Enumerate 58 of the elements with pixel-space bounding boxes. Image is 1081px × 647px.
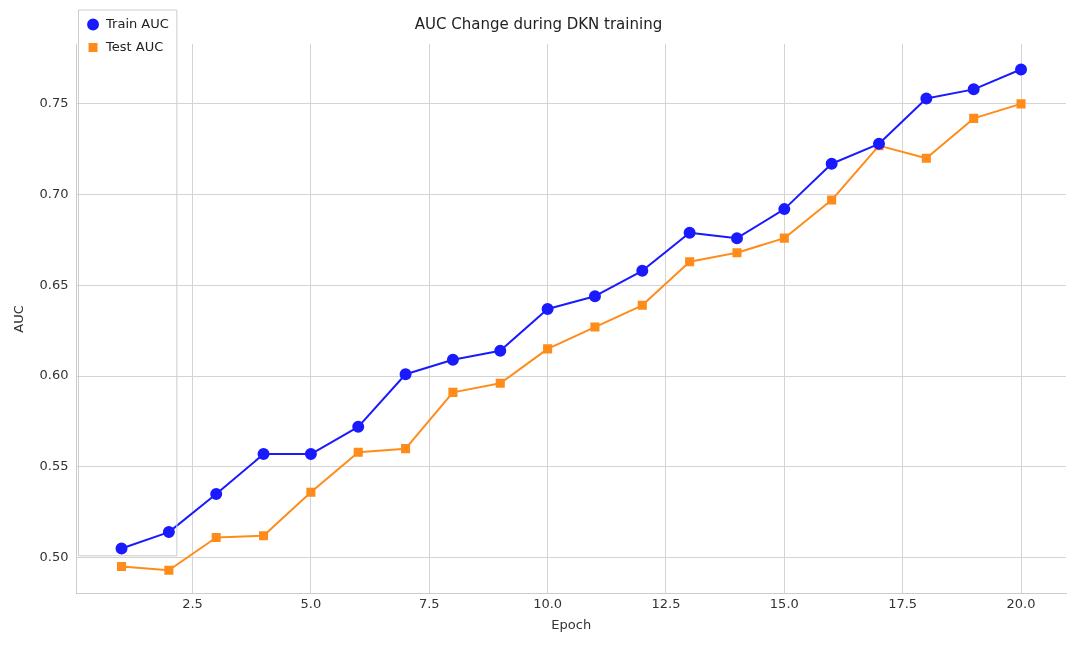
x-tick-label: 10.0 [533, 595, 563, 611]
point [920, 92, 933, 105]
legend-label: Train AUC [105, 15, 169, 31]
x-tick-label: 5.0 [300, 595, 322, 611]
x-tick-label: 7.5 [418, 595, 440, 611]
point [685, 257, 695, 267]
point [259, 531, 269, 541]
point [353, 447, 363, 457]
point [827, 195, 837, 205]
point [543, 344, 553, 354]
point [164, 565, 174, 575]
point [352, 420, 365, 433]
point [588, 290, 601, 303]
point [683, 226, 696, 239]
point [873, 137, 885, 150]
point [306, 487, 316, 497]
point [448, 387, 458, 397]
y-axis-title: AUC [11, 305, 27, 333]
point [210, 488, 223, 500]
point [778, 203, 791, 216]
point [401, 444, 411, 454]
point [921, 153, 931, 163]
point [1015, 63, 1028, 76]
point [304, 448, 317, 461]
point [211, 533, 221, 543]
y-tick-label: 0.55 [39, 458, 69, 474]
point [115, 542, 128, 555]
y-tick-label: 0.70 [39, 185, 69, 201]
x-tick-label: 2.5 [182, 595, 203, 611]
y-tick-label: 0.75 [39, 95, 69, 111]
point [969, 113, 979, 123]
point [257, 448, 270, 461]
x-tick-label: 12.5 [651, 595, 681, 611]
chart-title: AUC Change during DKN training [414, 14, 663, 33]
y-tick-label: 0.60 [39, 367, 69, 383]
x-axis-title: Epoch [551, 616, 592, 632]
point [399, 368, 412, 381]
point [779, 233, 789, 243]
point [495, 378, 505, 388]
x-tick-label: 15.0 [769, 595, 799, 611]
point [636, 264, 649, 277]
point [730, 232, 743, 245]
point [116, 562, 127, 572]
point [825, 157, 838, 170]
point [162, 526, 175, 539]
point [637, 300, 647, 310]
point [732, 248, 742, 258]
y-tick-label: 0.50 [39, 548, 69, 564]
point [590, 322, 600, 332]
point [1016, 99, 1026, 109]
point [541, 302, 554, 315]
point [967, 83, 980, 96]
x-tick-label: 20.0 [1006, 595, 1036, 611]
point [494, 344, 507, 357]
x-tick-label: 17.5 [888, 595, 918, 611]
legend-label: Test AUC [105, 38, 164, 54]
point [446, 353, 459, 366]
y-tick-label: 0.65 [39, 276, 69, 292]
